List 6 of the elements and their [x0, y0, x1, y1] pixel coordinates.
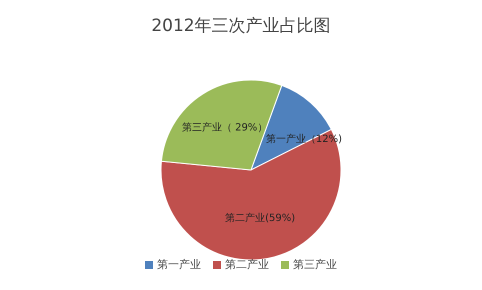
data-label: 第三产业（ 29%） [182, 122, 268, 134]
legend-label: 第一产业 [156, 257, 201, 272]
legend-label: 第三产业 [292, 257, 337, 272]
legend-label: 第二产业 [224, 257, 269, 272]
chart-title: 2012年三次产业占比图 [151, 16, 331, 36]
data-label: 第二产业(59%) [225, 212, 296, 224]
